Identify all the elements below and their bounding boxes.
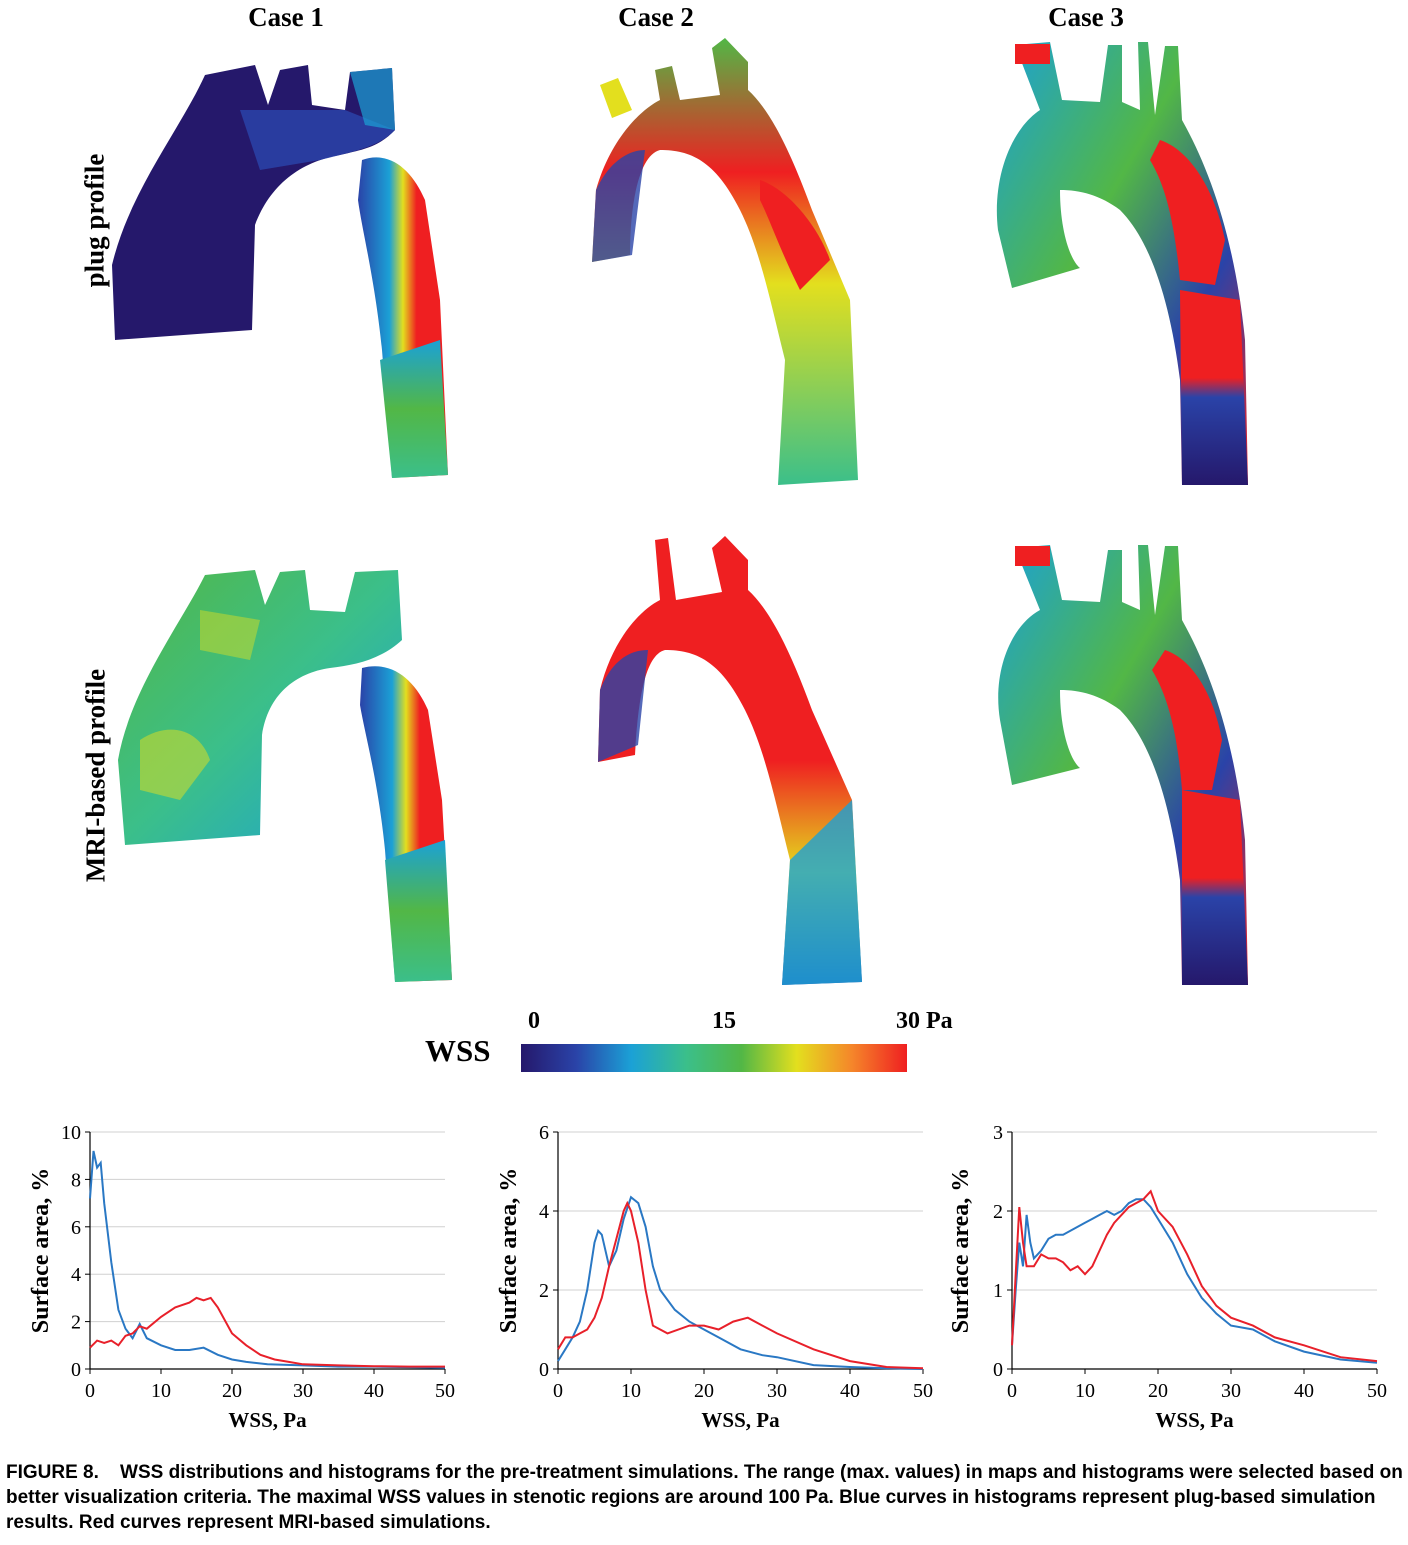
y-tick-label: 4: [71, 1264, 81, 1286]
x-tick-label: 0: [553, 1380, 563, 1402]
colorbar-tick-30: 30 Pa: [896, 1008, 953, 1034]
x-tick-label: 20: [1148, 1380, 1168, 1402]
case-2-title: Case 2: [618, 2, 694, 32]
x-tick-label: 40: [364, 1380, 384, 1402]
series-line-mri: [89, 1296, 445, 1368]
y-tick-label: 2: [71, 1312, 81, 1334]
map-case2-plug: [592, 38, 858, 485]
histogram-case-2: 0 2 4 6 0 10 20 30 40 50 WSS, Pa Surface area, %: [496, 1122, 933, 1432]
x-tick-label: 30: [767, 1380, 787, 1402]
x-tick-label: 0: [1007, 1380, 1017, 1402]
x-axis-label: WSS, Pa: [701, 1408, 780, 1432]
series-line-mri: [1011, 1189, 1378, 1363]
y-axis-label: Surface area, %: [28, 1168, 54, 1334]
x-tick-label: 40: [1294, 1380, 1314, 1402]
series-line-plug: [557, 1195, 924, 1370]
caption-label: FIGURE 8.: [6, 1462, 99, 1483]
y-tick-label: 6: [71, 1217, 81, 1239]
case-1-title: Case 1: [248, 2, 324, 32]
case-3-title: Case 3: [1048, 2, 1124, 32]
map-case3-plug: [996, 42, 1248, 485]
x-tick-label: 50: [435, 1380, 455, 1402]
x-tick-label: 0: [85, 1380, 95, 1402]
histogram-case-1: 0 2 4 6 8 10 0 10 20 30 40 50 WSS, Pa Surface area, %: [28, 1122, 455, 1432]
x-tick-label: 10: [1075, 1380, 1095, 1402]
colorbar-title: WSS: [425, 1033, 491, 1068]
x-tick-label: 50: [913, 1380, 933, 1402]
x-tick-label: 10: [621, 1380, 641, 1402]
y-tick-label: 2: [539, 1280, 549, 1302]
y-axis-label: Surface area, %: [948, 1168, 974, 1334]
colorbar-tick-0: 0: [528, 1008, 540, 1034]
x-axis-label: WSS, Pa: [228, 1408, 307, 1432]
y-tick-label: 10: [61, 1122, 81, 1144]
map-case3-mri: [998, 545, 1248, 985]
x-tick-label: 30: [293, 1380, 313, 1402]
y-tick-label: 3: [993, 1122, 1003, 1144]
caption-text: WSS distributions and histograms for the…: [6, 1462, 1403, 1533]
colorbar-tick-15: 15: [712, 1008, 736, 1034]
y-tick-label: 0: [539, 1359, 549, 1381]
series-line-mri: [557, 1200, 924, 1370]
x-axis-label: WSS, Pa: [1155, 1408, 1234, 1432]
y-tick-label: 8: [71, 1169, 81, 1191]
y-tick-label: 4: [539, 1201, 549, 1223]
map-case2-mri: [598, 536, 862, 985]
x-tick-label: 30: [1221, 1380, 1241, 1402]
y-tick-label: 0: [71, 1359, 81, 1381]
y-axis-label: Surface area, %: [496, 1168, 522, 1334]
series-line-plug: [1011, 1198, 1378, 1364]
y-tick-label: 2: [993, 1201, 1003, 1223]
figure-caption: FIGURE 8. WSS distributions and histogra…: [6, 1460, 1406, 1535]
series-line-plug: [89, 1150, 446, 1369]
x-tick-label: 40: [840, 1380, 860, 1402]
colorbar: [521, 1044, 907, 1072]
y-tick-label: 1: [993, 1280, 1003, 1302]
x-tick-label: 10: [151, 1380, 171, 1402]
x-tick-label: 20: [694, 1380, 714, 1402]
map-case1-plug: [112, 65, 448, 479]
x-tick-label: 20: [222, 1380, 242, 1402]
y-tick-label: 0: [993, 1359, 1003, 1381]
x-tick-label: 50: [1367, 1380, 1387, 1402]
map-case1-mri: [118, 570, 452, 982]
y-tick-label: 6: [539, 1122, 549, 1144]
wss-maps: [112, 38, 1248, 985]
